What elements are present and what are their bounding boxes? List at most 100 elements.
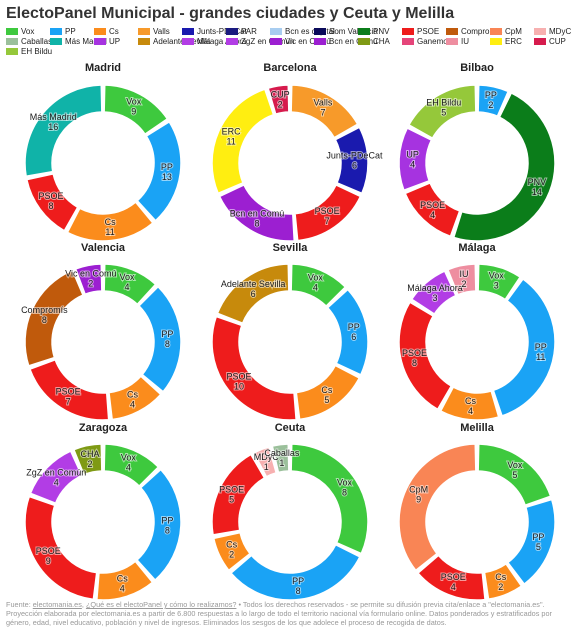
- legend-label: Málaga Ahora: [197, 37, 247, 46]
- slice-label: IU: [460, 269, 469, 279]
- footer-prefix: Fuente:: [6, 600, 33, 609]
- slice-label: Cs: [465, 396, 476, 406]
- slice-label: PSOE: [36, 546, 61, 556]
- donut-slice: [477, 263, 521, 301]
- donut-slice: [212, 531, 251, 572]
- slice-value: 8: [165, 339, 170, 349]
- legend-item: CUP: [534, 37, 566, 46]
- slice-label: PP: [485, 90, 497, 100]
- slice-label: Adelante Sevilla: [221, 279, 286, 289]
- donut-slice: [66, 201, 154, 242]
- footer-link-about[interactable]: ¿Qué es el electoPanel y cómo lo realiza…: [85, 600, 237, 609]
- legend-item: CpM: [490, 27, 522, 36]
- legend-label: Ganemos: [417, 37, 452, 46]
- legend-swatch: [270, 28, 282, 35]
- legend-item: CHA: [358, 37, 390, 46]
- donut-slice: [216, 263, 290, 324]
- slice-label: PP: [535, 342, 547, 352]
- slice-value: 5: [536, 542, 541, 552]
- legend-item: ZgZ en Común: [226, 37, 294, 46]
- chart-title: Madrid: [85, 62, 121, 74]
- donut-slice: [26, 173, 79, 232]
- donut-slice: [29, 359, 110, 421]
- slice-label: Caballas: [264, 448, 300, 458]
- page-title: ElectoPanel Municipal - grandes ciudades…: [6, 5, 455, 22]
- slice-value: 10: [234, 381, 244, 391]
- donut-slice: [398, 301, 453, 411]
- legend-swatch: [402, 28, 414, 35]
- slice-label: Vic en Comú: [65, 269, 116, 279]
- slice-label: PP: [292, 576, 304, 586]
- legend-item: Caballas: [6, 37, 52, 46]
- slice-value: 7: [320, 108, 325, 118]
- slice-value: 4: [126, 463, 131, 473]
- slice-value: 9: [46, 556, 51, 566]
- slice-value: 6: [251, 289, 256, 299]
- slice-value: 4: [430, 210, 435, 220]
- donut-slice: [24, 269, 84, 367]
- donut-slice: [253, 446, 277, 478]
- legend-label: UP: [109, 37, 121, 46]
- chart-title: Ceuta: [275, 422, 306, 434]
- chart-title: Valencia: [81, 242, 126, 254]
- slice-label: Cs: [495, 572, 506, 582]
- legend-item: EH Bildu: [6, 47, 52, 56]
- footer-link-electomania[interactable]: electomania.es: [32, 600, 82, 609]
- legend-item: Cs: [94, 27, 119, 36]
- legend-swatch: [182, 38, 194, 45]
- slice-value: 4: [120, 584, 125, 594]
- donut-slice: [483, 563, 523, 600]
- slice-value: 8: [42, 315, 47, 325]
- donut-slice: [453, 92, 556, 242]
- slice-value: 2: [278, 99, 283, 109]
- slice-label: Vox: [337, 477, 353, 487]
- legend-item: Valls: [138, 27, 170, 36]
- slice-label: PP: [348, 322, 360, 332]
- slice-label: Compromís: [21, 305, 68, 315]
- slice-value: 6: [352, 161, 357, 171]
- slice-label: PSOE: [420, 200, 445, 210]
- slice-label: Cs: [105, 217, 116, 227]
- legend-label: Valls: [153, 27, 170, 36]
- donut-slice: [290, 443, 369, 555]
- legend-label: IU: [461, 37, 469, 46]
- legend-swatch: [534, 38, 546, 45]
- slice-label: Vox: [121, 453, 137, 463]
- slice-label: Bcn en Comú: [230, 208, 285, 218]
- slice-value: 8: [49, 201, 54, 211]
- donut-slice: [334, 126, 369, 195]
- slice-label: Málaga Ahora: [407, 283, 463, 293]
- slice-value: 16: [48, 122, 58, 132]
- legend-swatch: [6, 48, 18, 55]
- slice-value: 2: [488, 100, 493, 110]
- slice-label: PP: [161, 329, 173, 339]
- slice-value: 2: [88, 459, 93, 469]
- slice-label: EH Bildu: [426, 98, 461, 108]
- slice-value: 5: [441, 108, 446, 118]
- slice-value: 11: [226, 137, 235, 147]
- slice-value: 11: [536, 352, 545, 362]
- slice-label: UP: [406, 150, 419, 160]
- donut-slice: [492, 278, 556, 417]
- chart-title: Sevilla: [273, 242, 309, 254]
- legend-swatch: [182, 28, 194, 35]
- legend-label: Bcn en Comú: [329, 37, 378, 46]
- legend-swatch: [226, 28, 238, 35]
- legend-item: IU: [446, 37, 469, 46]
- chart-title: Barcelona: [263, 62, 317, 74]
- slice-label: Cs: [226, 539, 237, 549]
- legend-item: MDyC: [534, 27, 571, 36]
- donut-slice: [404, 182, 461, 238]
- slice-label: Más Madrid: [30, 112, 77, 122]
- donut-slice: [290, 263, 347, 307]
- donut-slice: [290, 84, 359, 139]
- slice-label: ERC: [222, 127, 242, 137]
- chart-title: Málaga: [458, 242, 496, 254]
- slice-value: 8: [412, 358, 417, 368]
- legend-swatch: [490, 38, 502, 45]
- slice-value: 4: [410, 160, 415, 170]
- legend-label: ERC: [505, 37, 522, 46]
- slice-label: PNV: [528, 177, 547, 187]
